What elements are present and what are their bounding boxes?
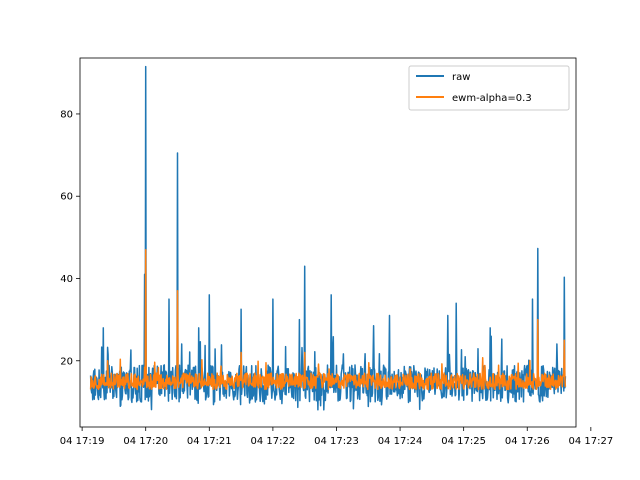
x-tick-label: 04 17:24 <box>378 436 423 447</box>
y-tick-label: 60 <box>60 192 73 203</box>
series-line-raw <box>89 65 567 411</box>
series-line-ewm <box>89 248 567 391</box>
x-tick-label: 04 17:25 <box>441 436 486 447</box>
series-layer <box>89 65 567 411</box>
legend-box <box>408 65 570 111</box>
legend: raw ewm-alpha=0.3 <box>408 65 570 111</box>
x-tick-label: 04 17:19 <box>60 436 105 447</box>
y-tick-label: 40 <box>60 274 73 285</box>
axes-frame <box>79 57 577 428</box>
x-tick-label: 04 17:21 <box>187 436 232 447</box>
x-tick-label: 04 17:23 <box>314 436 359 447</box>
x-tick-label: 04 17:27 <box>568 436 613 447</box>
y-tick-label: 20 <box>60 356 73 367</box>
legend-label-raw: raw <box>452 72 470 83</box>
x-tick-label: 04 17:22 <box>251 436 296 447</box>
y-tick-label: 80 <box>60 109 73 120</box>
x-tick-label: 04 17:20 <box>123 436 168 447</box>
x-tick-label: 04 17:26 <box>505 436 550 447</box>
y-axis: 20 40 60 80 <box>60 109 80 367</box>
x-axis: 04 17:19 04 17:20 04 17:21 04 17:22 04 17:23… <box>60 427 613 447</box>
legend-label-ewm: ewm-alpha=0.3 <box>452 93 532 104</box>
